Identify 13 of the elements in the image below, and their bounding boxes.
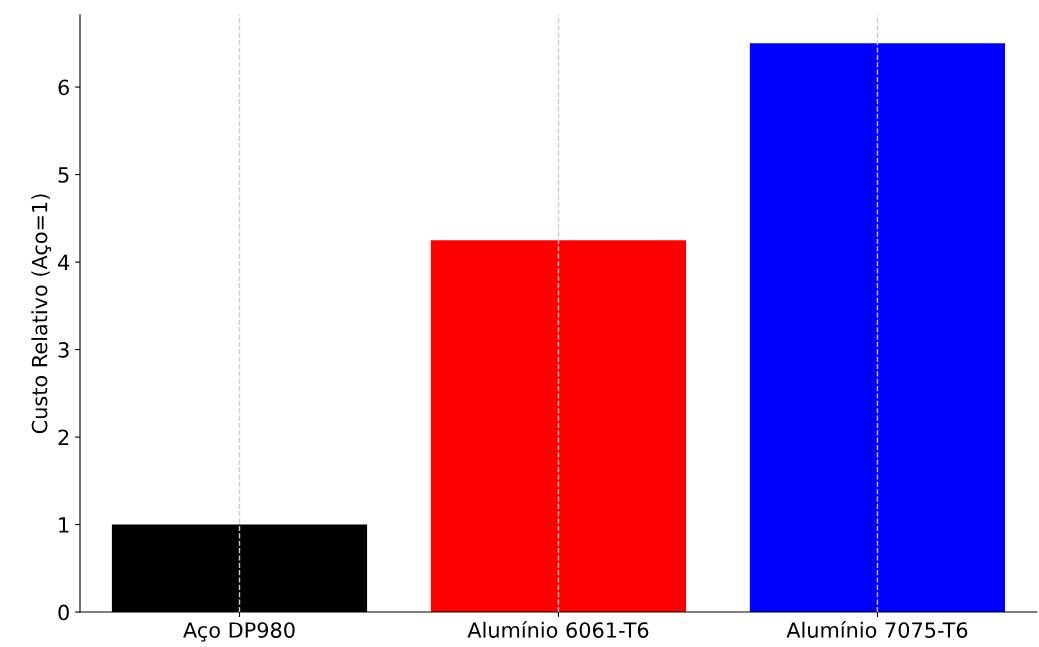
x-tick-label: Aço DP980 [183,622,295,642]
y-tick-label: 0 [58,604,69,621]
bar [430,240,687,613]
bar [749,43,1006,613]
y-tick-label: 3 [58,342,69,358]
y-tick-label: 2 [58,429,69,445]
y-tick-label: 5 [58,167,69,183]
y-axis-title: Custo Relativo (Aço=1) [31,194,52,434]
y-tick-label: 4 [58,254,70,270]
x-tick-label: Alumínio 6061-T6 [467,620,649,638]
y-tick-label: 6 [58,79,69,96]
y-tick-label: 1 [59,517,69,533]
x-tick-label: Alumínio 7075-T6 [786,620,968,638]
